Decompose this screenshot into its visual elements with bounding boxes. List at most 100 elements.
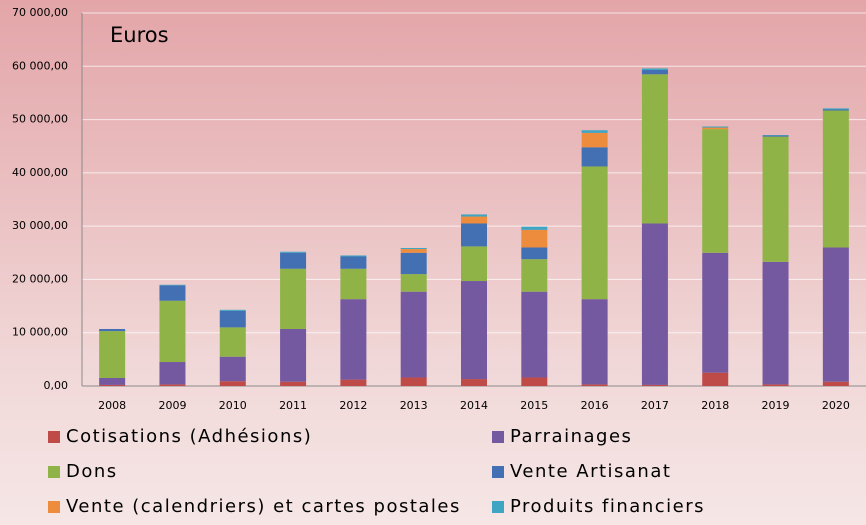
bar-segment	[762, 136, 789, 262]
x-tick-label: 2012	[339, 399, 367, 412]
bar-segment	[159, 300, 186, 363]
bar-segment	[280, 381, 307, 386]
bar-segment	[461, 216, 487, 224]
x-tick-label: 2015	[520, 399, 548, 412]
bar-segment	[340, 256, 367, 269]
y-axis-label: Euros	[110, 23, 169, 47]
bar-segment	[702, 252, 729, 373]
bar-segment	[521, 229, 548, 248]
x-tick-label: 2008	[98, 399, 126, 412]
y-tick-label: 30 000,00	[12, 219, 68, 232]
bar-segment	[762, 135, 789, 137]
bar-segment	[702, 372, 729, 386]
bar-segment	[641, 223, 668, 385]
bar-segment	[99, 384, 126, 386]
bar-segment	[581, 130, 608, 133]
y-tick-label: 10 000,00	[12, 326, 68, 339]
bar-segment	[400, 249, 427, 253]
x-tick-label: 2019	[762, 399, 790, 412]
bar-segment	[581, 166, 608, 300]
y-tick-label: 40 000,00	[12, 166, 68, 179]
bar-segment	[822, 247, 849, 382]
x-tick-label: 2009	[158, 399, 186, 412]
bar-segment	[219, 327, 246, 357]
bar-segment	[159, 285, 186, 301]
bar-segment	[340, 379, 367, 386]
y-tick-label: 70 000,00	[12, 6, 68, 19]
bar-segment	[159, 384, 186, 386]
bar-segment	[280, 251, 307, 253]
legend-swatch	[492, 501, 504, 513]
bar-segment	[702, 126, 729, 128]
bar-segment	[159, 284, 186, 286]
x-tick-label: 2014	[460, 399, 488, 412]
bar-segment	[641, 68, 668, 71]
bar-segment	[219, 310, 246, 328]
bar-segment	[762, 384, 789, 386]
legend-swatch	[48, 466, 60, 478]
bar-segment	[280, 268, 307, 329]
bar-segment	[822, 108, 849, 110]
bar-segment	[400, 252, 427, 275]
bar-segment	[461, 379, 487, 386]
bar-segment	[702, 127, 729, 130]
bar-segment	[641, 70, 668, 75]
x-tick-label: 2020	[822, 399, 850, 412]
x-tick-label: 2018	[701, 399, 729, 412]
y-tick-label: 60 000,00	[12, 59, 68, 72]
y-tick-label: 0,00	[44, 379, 69, 392]
bar-segment	[461, 214, 487, 217]
bar-segment	[219, 356, 246, 382]
bar-segment	[461, 223, 487, 247]
legend-label: Vente Artisanat	[510, 461, 671, 482]
bar-segment	[99, 328, 126, 332]
legend-label: Cotisations (Adhésions)	[66, 426, 312, 447]
bar-segment	[641, 74, 668, 224]
x-tick-label: 2013	[400, 399, 428, 412]
x-tick-label: 2011	[279, 399, 307, 412]
y-tick-label: 50 000,00	[12, 113, 68, 126]
legend-swatch	[492, 466, 504, 478]
bar-segment	[99, 331, 126, 379]
bar-segment	[280, 328, 307, 382]
bar-segment	[340, 268, 367, 300]
legend-label: Vente (calendriers) et cartes postales	[66, 496, 461, 517]
legend-label: Parrainages	[510, 426, 632, 447]
bar-segment	[400, 247, 427, 250]
bar-segment	[400, 377, 427, 386]
bar-segment	[762, 261, 789, 385]
legend-label: Dons	[66, 461, 118, 482]
bar-segment	[822, 110, 849, 248]
y-tick-label: 20 000,00	[12, 272, 68, 285]
bar-segment	[400, 274, 427, 292]
legend-swatch	[492, 431, 504, 443]
bar-segment	[159, 362, 186, 385]
bar-segment	[702, 129, 729, 253]
bar-segment	[521, 377, 548, 386]
x-tick-label: 2010	[219, 399, 247, 412]
bar-segment	[822, 381, 849, 386]
bar-segment	[641, 384, 668, 386]
bar-segment	[461, 281, 487, 380]
bar-segment	[581, 384, 608, 386]
bar-segment	[219, 381, 246, 386]
bar-segment	[521, 226, 548, 230]
bar-segment	[461, 246, 487, 282]
bar-segment	[521, 259, 548, 292]
bar-segment	[521, 247, 548, 260]
x-tick-label: 2016	[581, 399, 609, 412]
bar-segment	[581, 147, 608, 167]
bar-segment	[581, 132, 608, 148]
x-tick-label: 2017	[641, 399, 669, 412]
bar-segment	[762, 135, 789, 136]
bar-segment	[581, 299, 608, 385]
bar-segment	[822, 109, 849, 111]
legend-swatch	[48, 431, 60, 443]
legend-swatch	[48, 501, 60, 513]
bar-segment	[340, 299, 367, 380]
legend-label: Produits financiers	[510, 496, 705, 517]
bar-segment	[400, 291, 427, 378]
bar-segment	[99, 378, 126, 385]
bar-segment	[280, 252, 307, 269]
